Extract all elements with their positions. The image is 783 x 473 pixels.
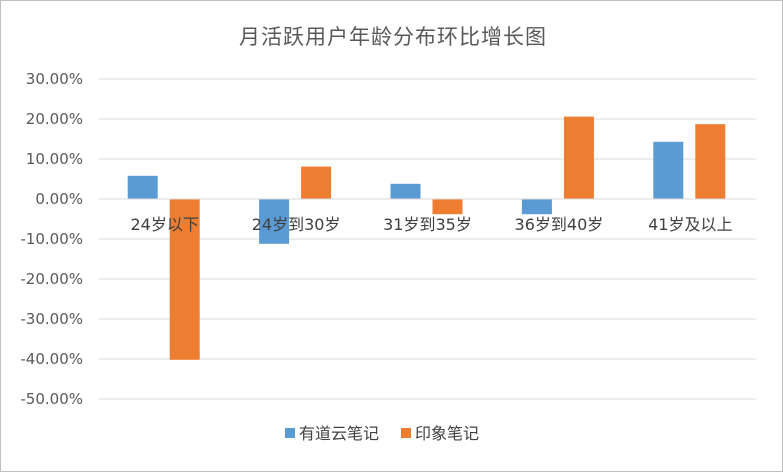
x-category-label: 31岁到35岁 (383, 215, 472, 234)
y-tick-label: -40.00% (20, 350, 83, 368)
legend-swatch (401, 428, 411, 438)
y-tick-label: -50.00% (20, 390, 83, 408)
y-tick-label: -30.00% (20, 310, 83, 328)
bar-yinxiang-2 (432, 199, 463, 215)
x-category-label: 36岁到40岁 (515, 215, 604, 234)
legend-swatch (285, 428, 295, 438)
y-tick-label: 0.00% (35, 190, 83, 208)
bar-yinxiang-4 (695, 124, 726, 199)
bar-youdao-4 (653, 141, 684, 199)
x-category-label: 24岁以下 (131, 215, 199, 234)
bar-youdao-0 (127, 175, 158, 199)
y-tick-label: 10.00% (26, 150, 83, 168)
bars (127, 116, 726, 360)
grid-lines (99, 78, 756, 400)
y-axis: 30.00% 20.00% 10.00% 0.00% -10.00% -20.00% -30… (20, 70, 83, 408)
y-tick-label: 30.00% (26, 70, 83, 88)
legend-label: 印象笔记 (415, 424, 479, 443)
bar-youdao-2 (390, 183, 421, 199)
y-tick-label: 20.00% (26, 110, 83, 128)
y-tick-label: -10.00% (20, 230, 83, 248)
chart-title: 月活跃用户年龄分布环比增长图 (239, 25, 547, 49)
legend: 有道云笔记 印象笔记 (285, 424, 479, 443)
y-tick-label: -20.00% (20, 270, 83, 288)
bar-youdao-3 (521, 199, 552, 215)
bar-yinxiang-1 (301, 166, 332, 199)
x-axis-labels: 24岁以下 24岁到30岁 31岁到35岁 36岁到40岁 41岁及以上 (131, 215, 733, 234)
bar-youdao-1 (259, 199, 290, 244)
bar-yinxiang-3 (563, 116, 594, 199)
legend-label: 有道云笔记 (299, 424, 379, 443)
x-category-label: 24岁到30岁 (252, 215, 341, 234)
x-category-label: 41岁及以上 (648, 215, 732, 234)
bar-yinxiang-0 (169, 199, 200, 360)
